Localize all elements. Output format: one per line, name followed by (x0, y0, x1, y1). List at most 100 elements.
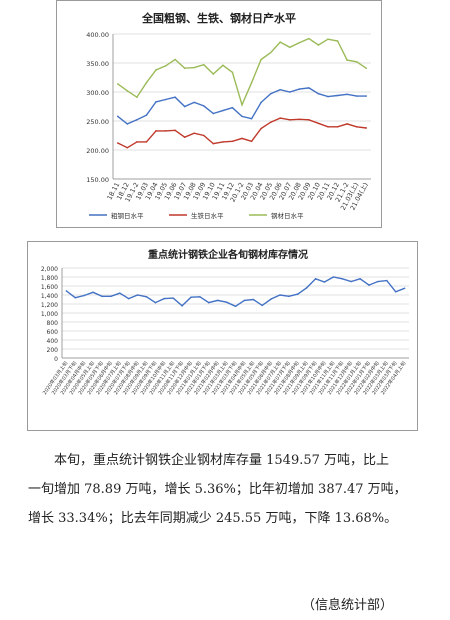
data-point (126, 146, 129, 149)
data-point (377, 280, 379, 283)
data-point (212, 112, 215, 115)
data-point (327, 38, 329, 41)
data-point (155, 130, 157, 132)
data-point (136, 96, 138, 99)
data-point (136, 119, 138, 121)
y-tick-label: 200.00 (86, 147, 109, 155)
legend-label: 粗钢日水平 (111, 211, 144, 220)
data-point (183, 67, 186, 70)
y-tick-label: 2,000 (41, 266, 58, 273)
data-point (368, 284, 370, 286)
data-point (279, 88, 282, 91)
data-point (355, 61, 358, 63)
data-point (243, 299, 246, 302)
data-point (317, 44, 320, 46)
data-point (155, 69, 157, 71)
data-point (154, 301, 157, 304)
data-point (317, 92, 320, 95)
y-tick-label: 1,400 (41, 293, 58, 300)
series-line (65, 276, 405, 308)
data-point (225, 301, 228, 303)
data-point (288, 295, 290, 298)
data-point (260, 58, 262, 61)
data-point (163, 297, 166, 300)
data-point (298, 118, 301, 121)
data-point (385, 279, 388, 282)
data-point (298, 88, 301, 90)
data-point (241, 103, 243, 106)
data-point (145, 114, 148, 116)
data-point (202, 105, 205, 107)
data-point (250, 140, 253, 143)
data-point (327, 95, 329, 98)
data-point (231, 71, 234, 74)
data-point (199, 296, 201, 298)
paragraph-line: 本旬，重点统计钢铁企业钢材库存量 1549.57 万吨，比上 (54, 453, 390, 468)
y-tick-label: 800 (47, 320, 59, 327)
data-point (298, 41, 301, 44)
data-point (136, 141, 138, 143)
y-tick-label: 150.00 (86, 176, 109, 184)
data-point (222, 109, 224, 112)
data-point (193, 66, 196, 69)
y-tick-label: 1,600 (41, 284, 58, 291)
data-point (355, 126, 358, 128)
data-point (231, 140, 234, 143)
data-point (116, 83, 119, 85)
data-point (174, 96, 176, 99)
data-point (346, 93, 348, 96)
data-point (65, 290, 68, 292)
data-point (241, 115, 243, 118)
data-point (183, 136, 186, 139)
data-point (365, 95, 368, 97)
data-point (222, 64, 224, 67)
data-point (74, 296, 77, 299)
paragraph-line: 一旬增加 78.89 万吨，增长 5.36%；比年初增加 387.47 万吨， (28, 482, 407, 497)
data-point (269, 121, 272, 123)
data-point (288, 91, 291, 93)
data-point (181, 305, 183, 307)
data-point (164, 98, 167, 101)
data-point (365, 127, 368, 129)
data-point (314, 278, 317, 280)
data-point (288, 119, 291, 121)
data-point (355, 95, 358, 97)
data-point (308, 87, 310, 89)
data-point (308, 37, 310, 40)
data-point (202, 134, 205, 137)
data-point (327, 126, 329, 128)
data-point (260, 127, 262, 130)
data-point (336, 94, 339, 97)
data-point (317, 122, 320, 125)
data-point (136, 294, 139, 296)
data-point (126, 90, 129, 92)
data-point (261, 304, 263, 307)
data-point (231, 106, 234, 109)
data-point (145, 141, 148, 143)
data-point (346, 59, 348, 61)
y-tick-label: 1,800 (41, 275, 58, 282)
data-point (260, 101, 262, 104)
y-tick-label: 600 (47, 329, 59, 336)
data-point (216, 299, 219, 302)
data-point (269, 92, 272, 95)
data-point (308, 119, 310, 121)
data-point (279, 117, 282, 119)
data-point (164, 65, 167, 67)
data-point (341, 278, 344, 280)
inventory-chart: 重点统计钢铁企业各旬钢材库存情况 0 200 400 600 800 1,000 1,200… (27, 241, 418, 431)
data-point (222, 141, 224, 143)
data-point (127, 297, 130, 300)
data-point (394, 291, 397, 293)
data-point (193, 101, 196, 104)
y-tick-label: 400.00 (86, 31, 109, 39)
data-point (183, 105, 186, 108)
source-department: （信息统计部） (302, 598, 394, 613)
data-point (279, 41, 282, 43)
data-point (403, 287, 406, 290)
data-point (250, 81, 253, 84)
data-point (332, 276, 335, 278)
chart-title: 重点统计钢铁企业各旬钢材库存情况 (148, 248, 308, 261)
data-point (279, 294, 281, 296)
y-tick-label: 0 (54, 356, 58, 363)
